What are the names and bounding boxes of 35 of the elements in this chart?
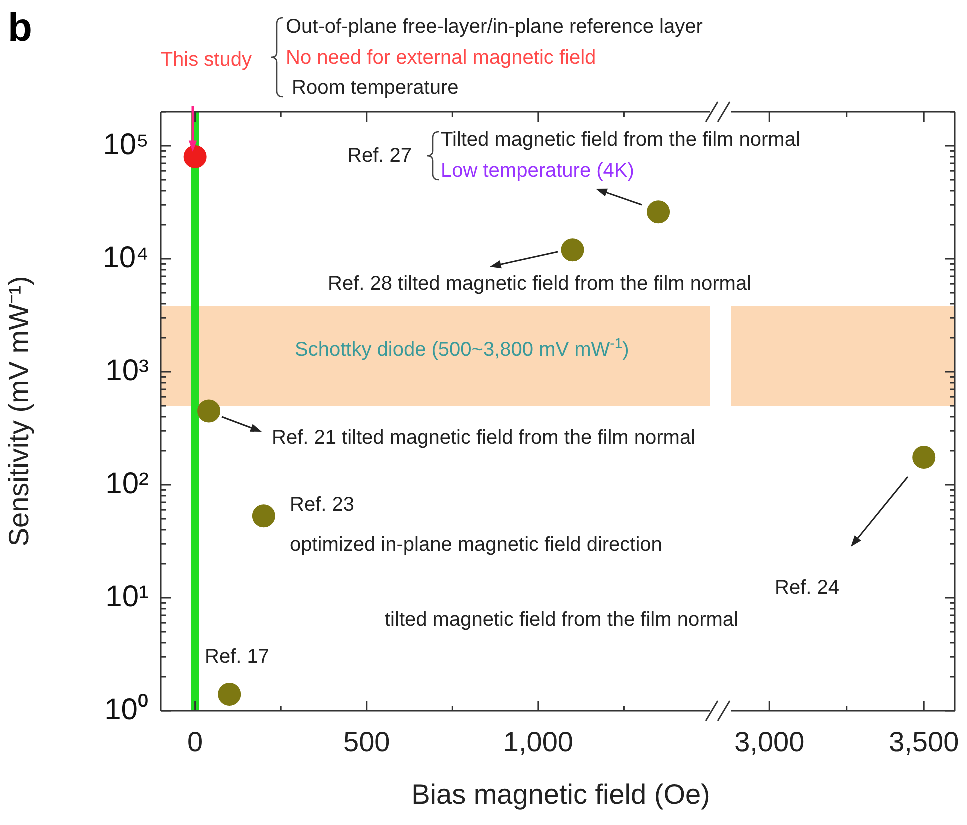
y-tick-label: 10¹ (106, 580, 150, 614)
annotation: Ref. 17 (205, 645, 270, 669)
chart-title: b (8, 6, 32, 50)
annotation: Ref. 24 (775, 576, 840, 600)
x-tick-label: 0 (188, 726, 204, 758)
annotation: Tilted magnetic field from the film normal (441, 128, 800, 152)
point (561, 238, 584, 262)
y-tick-label: 10³ (106, 354, 150, 388)
y-tick-label: 10⁴ (102, 241, 149, 274)
annotation: Low temperature (4K) (441, 159, 634, 183)
y-tick-label: 10⁵ (103, 128, 149, 162)
text: Room temperature (292, 76, 459, 100)
annotation: Ref. 28 tilted magnetic field from the film normal (328, 272, 752, 296)
point (198, 400, 221, 423)
x-tick-label: 500 (344, 726, 390, 758)
annotation: optimized in-plane magnetic field direction (290, 533, 662, 557)
point (647, 200, 670, 224)
text: No need for external magnetic field (286, 46, 596, 70)
annotation: tilted magnetic field from the film normal (385, 608, 738, 632)
annotation: Ref. 21 tilted magnetic field from the film normal (272, 426, 696, 450)
annotation: Ref. 27 (348, 144, 412, 168)
x-axis-title: Bias magnetic field (Oe) (410, 779, 712, 811)
text: This study (160, 48, 252, 72)
annotation: Schottky diode (500~3,800 mV mW$^{-1}$) (295, 335, 630, 362)
x-tick-label: 3,000 (734, 726, 805, 758)
annotation: Ref. 23 (290, 493, 354, 517)
point (218, 682, 242, 706)
point (184, 145, 207, 168)
y-tick-label: 10⁰ (104, 693, 149, 726)
x-tick-label: 1,000 (503, 726, 574, 758)
point (252, 504, 276, 528)
y-axis-title: Sensitivity (mV mW⁻¹) (4, 276, 35, 547)
x-tick-label: 3,500 (889, 726, 960, 758)
y-tick-label: 10² (106, 467, 150, 500)
text: Out-of-plane free-layer/in-plane reference layer (286, 15, 703, 39)
